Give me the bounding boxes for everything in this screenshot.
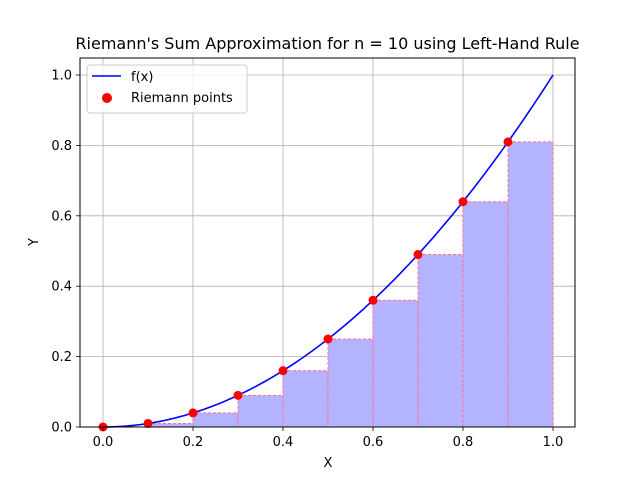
y-axis-label: Y [27, 238, 42, 247]
x-axis-label: X [324, 456, 333, 471]
riemann-rectangle [192, 412, 239, 428]
legend-label-fx: f(x) [131, 70, 153, 85]
riemann-point [368, 295, 378, 305]
y-axis-ticks: 0.0 0.2 0.4 0.6 0.8 1.0 [51, 69, 80, 436]
x-tick-label: 0.2 [183, 435, 204, 450]
y-tick-label: 0.0 [51, 421, 72, 436]
x-tick-label: 0.4 [273, 435, 294, 450]
axes-frame [79, 57, 576, 428]
x-tick-label: 0.0 [93, 435, 114, 450]
riemann-point [143, 418, 153, 428]
legend-dot-icon [102, 93, 112, 103]
riemann-rectangle [462, 201, 509, 428]
y-tick-label: 0.2 [51, 350, 72, 365]
legend-label-points: Riemann points [131, 91, 233, 106]
legend: f(x) Riemann points [86, 64, 248, 114]
riemann-rectangle [327, 338, 374, 428]
y-tick-label: 0.4 [51, 280, 72, 295]
riemann-point [233, 390, 243, 400]
riemann-rectangle [282, 370, 329, 428]
riemann-point [188, 408, 198, 418]
y-tick-label: 1.0 [51, 69, 72, 84]
y-tick-label: 0.6 [51, 209, 72, 224]
x-tick-label: 0.6 [363, 435, 384, 450]
x-tick-label: 1.0 [543, 435, 564, 450]
riemann-points [98, 137, 513, 432]
chart-title: Riemann's Sum Approximation for n = 10 u… [75, 34, 579, 53]
riemann-point [503, 137, 513, 147]
riemann-point [458, 197, 468, 207]
riemann-rectangle [417, 254, 464, 428]
riemann-rectangle [507, 141, 554, 428]
riemann-point [413, 250, 423, 260]
riemann-rectangles [147, 141, 554, 428]
x-tick-label: 0.8 [453, 435, 474, 450]
legend-box [86, 64, 248, 114]
riemann-point [278, 366, 288, 376]
x-axis-ticks: 0.0 0.2 0.4 0.6 0.8 1.0 [93, 427, 564, 450]
riemann-rectangle [372, 299, 419, 428]
riemann-rectangle [237, 394, 284, 428]
y-tick-label: 0.8 [51, 139, 72, 154]
riemann-rectangle [147, 422, 194, 428]
riemann-point [323, 334, 333, 344]
